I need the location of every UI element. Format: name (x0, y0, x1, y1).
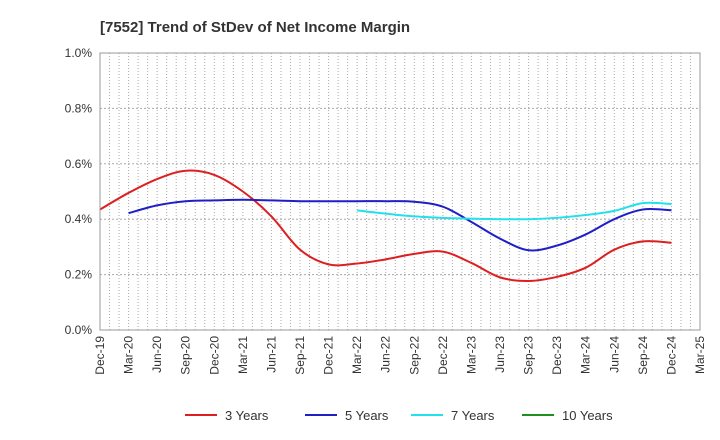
x-tick-label: Mar-21 (236, 336, 250, 374)
x-tick-label: Jun-20 (150, 336, 164, 373)
series-line-3-years (99, 169, 672, 282)
legend-label: 10 Years (562, 408, 613, 423)
legend-label: 3 Years (225, 408, 269, 423)
x-tick-label: Jun-24 (607, 336, 621, 373)
legend-label: 5 Years (345, 408, 389, 423)
x-tick-label: Sep-22 (407, 336, 421, 375)
legend: 3 Years 5 Years 7 Years 10 Years (185, 408, 613, 423)
plot-frame (99, 52, 701, 331)
x-axis-ticks: Dec-19 Mar-20 Jun-20 Sep-20 Dec-20 Mar-21 Jun-… (93, 336, 707, 375)
x-tick-label: Mar-23 (464, 336, 478, 374)
chart-title: [7552] Trend of StDev of Net Income Marg… (100, 19, 410, 36)
x-tick-label: Dec-20 (207, 336, 221, 375)
x-tick-label: Dec-23 (550, 336, 564, 375)
grid (100, 53, 700, 330)
series-lines (99, 169, 672, 282)
x-tick-label: Sep-21 (293, 336, 307, 375)
x-tick-label: Mar-20 (122, 336, 136, 374)
x-tick-label: Sep-20 (179, 336, 193, 375)
plot-area (100, 53, 700, 330)
y-tick-label: 0.6% (65, 157, 93, 171)
x-tick-label: Jun-22 (379, 336, 393, 373)
x-tick-label: Mar-25 (693, 336, 707, 374)
x-tick-label: Mar-24 (579, 336, 593, 374)
y-tick-label: 1.0% (65, 46, 93, 60)
x-tick-label: Jun-21 (264, 336, 278, 373)
series-line-5-years (128, 198, 672, 252)
y-tick-label: 0.0% (65, 323, 93, 337)
x-tick-label: Dec-24 (664, 336, 678, 375)
y-tick-label: 0.8% (65, 101, 93, 115)
x-tick-label: Sep-23 (522, 336, 536, 375)
x-tick-label: Jun-23 (493, 336, 507, 373)
y-tick-label: 0.4% (65, 212, 93, 226)
x-tick-label: Sep-24 (636, 336, 650, 375)
x-tick-label: Dec-21 (322, 336, 336, 375)
x-tick-label: Dec-19 (93, 336, 107, 375)
y-axis-ticks: 0.0% 0.2% 0.4% 0.6% 0.8% 1.0% (65, 46, 93, 337)
legend-label: 7 Years (451, 408, 495, 423)
x-tick-label: Mar-22 (350, 336, 364, 374)
series-line-7-years (357, 201, 672, 221)
x-tick-label: Dec-22 (436, 336, 450, 375)
y-tick-label: 0.2% (65, 268, 93, 282)
